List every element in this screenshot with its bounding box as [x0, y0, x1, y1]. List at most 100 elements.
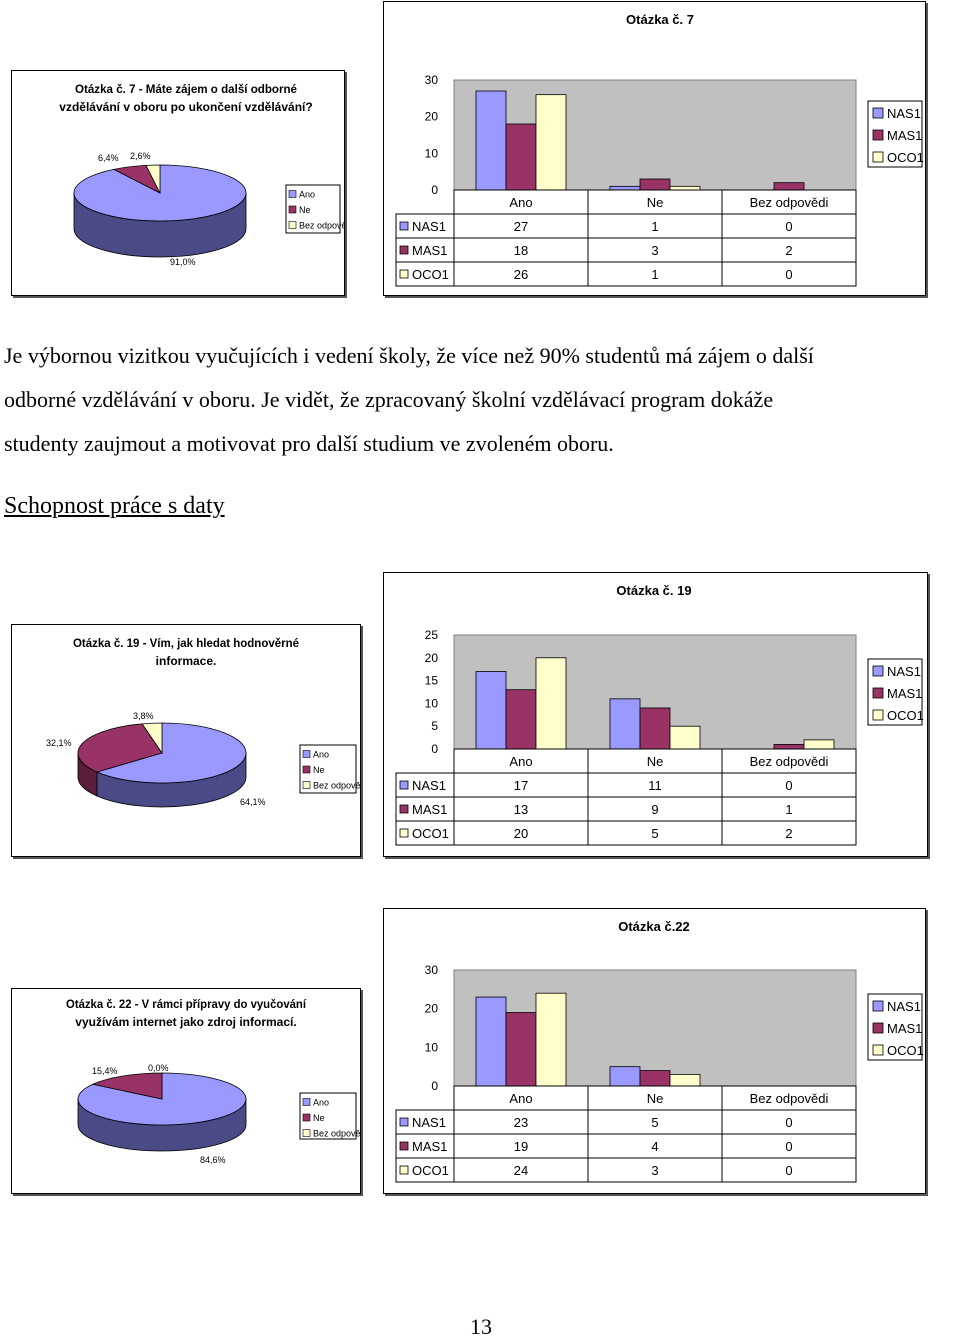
pie-value-label: 15,4%: [92, 1066, 118, 1076]
data-label: 20: [514, 826, 528, 841]
data-label: 0: [785, 1163, 792, 1178]
y-tick-label: 20: [425, 1002, 439, 1016]
legend-key-oco1: [872, 151, 884, 163]
paragraph-line-2: odborné vzdělávání v oboru. Je vidět, že…: [4, 387, 774, 412]
data-label: 2: [785, 243, 792, 258]
bar-nas1-0: [475, 996, 507, 1087]
bar-nas1-1: [609, 185, 641, 191]
bar-mas1-2: [773, 182, 805, 191]
data-label: 24: [514, 1163, 528, 1178]
data-label: 1: [651, 219, 658, 234]
pie-value-label: 64,1%: [240, 797, 266, 807]
bar-chart-q19: Otázka č. 19 0 5 10 15 20 25 Ano Ne Bez odpovědi N…: [383, 572, 928, 857]
legend-label-mas1: MAS1: [887, 128, 922, 143]
y-tick-label: 10: [425, 1040, 439, 1054]
y-tick-label: 0: [431, 742, 438, 756]
pie-chart-q22: Otázka č. 22 - V rámci přípravy do vyučo…: [11, 988, 361, 1194]
pie-value-label: 2,6%: [130, 151, 151, 161]
pie-slice-bez-odpovědi: [145, 164, 161, 194]
bar-chart-title: Otázka č. 7: [626, 12, 694, 27]
x-category-label: Bez odpovědi: [750, 1091, 829, 1106]
legend-key-nas1: [872, 665, 884, 677]
table-series-key: [399, 828, 409, 838]
table-series-name: OCO1: [412, 267, 449, 282]
page-number: 13: [470, 1314, 492, 1339]
pie-chart-title: vzdělávání v oboru po ukončení vzděláván…: [59, 100, 312, 114]
table-series-key: [399, 1117, 409, 1127]
table-series-name: NAS1: [412, 778, 446, 793]
bar-nas1-0: [475, 90, 507, 191]
data-label: 0: [785, 219, 792, 234]
pie-legend-label: Ne: [313, 765, 325, 775]
pie-slice-bez-odpovědi: [141, 722, 163, 755]
table-series-name: MAS1: [412, 802, 447, 817]
table-series-key: [399, 269, 409, 279]
y-tick-label: 0: [431, 1079, 438, 1093]
table-series-key: [399, 804, 409, 814]
table-series-name: NAS1: [412, 1115, 446, 1130]
pie-legend-key: [302, 1129, 311, 1137]
legend-key-nas1: [872, 1000, 884, 1012]
legend-label-oco1: OCO1: [887, 708, 924, 723]
paragraph-line-3: studenty zaujmout a motivovat pro další …: [4, 431, 614, 456]
pie-value-label: 84,6%: [200, 1155, 226, 1165]
data-label: 0: [785, 1115, 792, 1130]
section-heading: Schopnost práce s daty: [4, 493, 225, 519]
legend-label-nas1: NAS1: [887, 106, 921, 121]
table-series-name: OCO1: [412, 1163, 449, 1178]
data-label: 2: [785, 826, 792, 841]
bar-oco1-0: [535, 94, 567, 191]
x-category-label: Ano: [509, 754, 532, 769]
data-label: 17: [514, 778, 528, 793]
y-tick-label: 30: [425, 73, 439, 87]
y-tick-label: 10: [425, 146, 439, 160]
data-label: 23: [514, 1115, 528, 1130]
x-category-label: Bez odpovědi: [750, 195, 829, 210]
data-label: 5: [651, 826, 658, 841]
x-category-label: Ano: [509, 1091, 532, 1106]
pie-chart-q19: Otázka č. 19 - Vím, jak hledat hodnověrn…: [11, 624, 361, 857]
pie-value-label: 32,1%: [46, 738, 72, 748]
data-label: 3: [651, 1163, 658, 1178]
y-tick-label: 10: [425, 696, 439, 710]
bar-oco1-2: [803, 739, 835, 750]
table-row-oco1: [395, 820, 857, 846]
pie-legend-key: [302, 781, 311, 789]
x-category-label: Bez odpovědi: [750, 754, 829, 769]
x-category-label: Ne: [647, 754, 664, 769]
data-label: 18: [514, 243, 528, 258]
bar-chart-title: Otázka č. 19: [616, 583, 691, 598]
bar-oco1-0: [535, 992, 567, 1087]
pie-legend-key: [302, 750, 311, 758]
pie-legend-label: Ano: [313, 750, 329, 760]
legend-label-mas1: MAS1: [887, 1021, 922, 1036]
bar-nas1-1: [609, 1066, 641, 1087]
legend-label-nas1: NAS1: [887, 664, 921, 679]
legend-label-nas1: NAS1: [887, 999, 921, 1014]
pie-chart-title: informace.: [156, 654, 217, 668]
legend-key-nas1: [872, 107, 884, 119]
bar-oco1-1: [669, 725, 701, 750]
pie-legend-label: Ano: [299, 190, 315, 200]
bar-nas1-1: [609, 698, 641, 750]
y-tick-label: 25: [425, 628, 439, 642]
data-label: 27: [514, 219, 528, 234]
y-tick-label: 30: [425, 963, 439, 977]
legend-label-mas1: MAS1: [887, 686, 922, 701]
pie-value-label: 6,4%: [98, 153, 119, 163]
bar-oco1-0: [535, 657, 567, 750]
bar-chart-q22: Otázka č.22 0 10 20 30 Ano Ne Bez odpovědi NAS1 2…: [383, 908, 926, 1194]
table-series-key: [399, 221, 409, 231]
table-series-name: NAS1: [412, 219, 446, 234]
x-category-label: Ne: [647, 1091, 664, 1106]
legend-key-mas1: [872, 129, 884, 141]
bar-mas1-0: [505, 689, 537, 750]
table-row-oco1: [395, 1157, 857, 1183]
data-label: 9: [651, 802, 658, 817]
table-series-key: [399, 780, 409, 790]
pie-legend-label: Bez odpovědi: [313, 781, 360, 791]
pie-legend-label: Bez odpovědi: [299, 221, 344, 231]
table-series-name: MAS1: [412, 1139, 447, 1154]
table-series-key: [399, 1141, 409, 1151]
pie-legend-key: [288, 221, 297, 229]
